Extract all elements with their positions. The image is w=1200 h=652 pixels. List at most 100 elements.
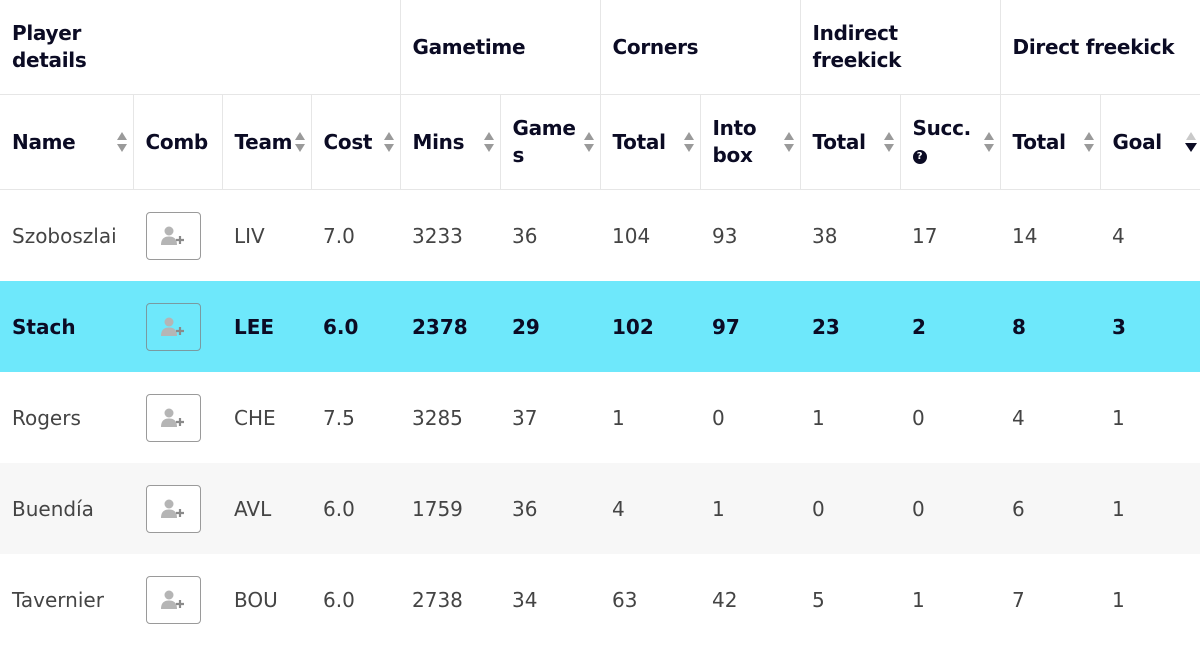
sort-arrows-icon[interactable] <box>1083 131 1095 153</box>
player-name[interactable]: Buendía <box>0 463 133 554</box>
games-cell: 36 <box>512 223 538 248</box>
succ-cell: 1 <box>912 587 925 612</box>
cost-cell: 7.0 <box>323 223 355 248</box>
col-cost-label: Cost <box>323 129 373 154</box>
add-to-comb-button[interactable] <box>146 484 201 533</box>
succ-cell: 2 <box>900 281 1001 372</box>
cost-cell: 6.0 <box>311 463 400 554</box>
corners-total-cell: 63 <box>612 587 638 612</box>
mins-cell: 3233 <box>412 223 463 248</box>
col-into-box-label-line1: Into <box>712 116 757 140</box>
corners-total-cell: 1 <box>612 405 625 430</box>
col-name[interactable]: Name <box>0 94 133 190</box>
ifk-total-cell: 1 <box>812 405 825 430</box>
comb-cell <box>133 554 222 645</box>
table-row[interactable]: Szoboszlai LIV 7.0 3233 36 104 93 38 17 … <box>0 190 1200 282</box>
col-into-box[interactable]: Into box <box>699 94 801 190</box>
goal-cell: 3 <box>1100 281 1200 372</box>
table-row[interactable]: Stach LEE 6.0 2378 29 102 97 23 2 8 3 <box>0 281 1200 372</box>
ifk-total-cell: 0 <box>800 463 901 554</box>
col-ifk-total-label: Total <box>812 129 866 154</box>
col-corners-total-label: Total <box>612 129 666 154</box>
col-corners-total[interactable]: Total <box>599 94 700 190</box>
sort-arrows-icon[interactable] <box>116 131 128 153</box>
dfk-total-cell: 4 <box>1012 405 1025 430</box>
mins-cell: 1759 <box>400 463 500 554</box>
games-cell: 29 <box>500 281 600 372</box>
sort-arrows-icon[interactable] <box>483 131 495 153</box>
mins-cell: 2378 <box>400 281 500 372</box>
player-name[interactable]: Stach <box>0 281 133 372</box>
succ-cell: 0 <box>900 463 1001 554</box>
cost-cell: 6.0 <box>323 587 355 612</box>
table-row[interactable]: Buendía AVL 6.0 1759 36 4 1 0 0 6 1 <box>0 463 1200 554</box>
help-icon[interactable]: ? <box>912 149 927 164</box>
col-games-label-line1: Game <box>512 116 576 140</box>
col-goal[interactable]: Goal <box>1099 94 1200 190</box>
games-cell: 34 <box>512 587 538 612</box>
col-dfk-total-label: Total <box>1012 129 1066 154</box>
col-succ-label: Succ. <box>912 116 972 140</box>
dfk-total-cell: 14 <box>1012 223 1038 248</box>
into-box-cell: 1 <box>700 463 801 554</box>
player-name[interactable]: Tavernier <box>12 587 104 612</box>
col-goal-label: Goal <box>1112 129 1163 154</box>
add-user-icon <box>160 499 184 518</box>
col-dfk-total[interactable]: Total <box>999 94 1101 190</box>
sort-arrows-icon[interactable] <box>294 131 306 153</box>
sort-arrows-icon[interactable] <box>683 131 695 153</box>
dfk-total-cell: 8 <box>1000 281 1101 372</box>
into-box-cell: 0 <box>712 405 725 430</box>
ifk-total-cell: 23 <box>800 281 901 372</box>
group-indirect-freekick: Indirect freekick <box>799 0 1001 95</box>
goal-cell: 4 <box>1112 223 1125 248</box>
col-comb-label: Comb <box>145 129 209 154</box>
add-to-comb-button[interactable] <box>146 575 201 624</box>
col-team[interactable]: Team <box>221 94 311 190</box>
sort-desc-icon[interactable] <box>1185 131 1198 153</box>
dfk-total-cell: 7 <box>1012 587 1025 612</box>
team-cell: CHE <box>234 405 276 430</box>
col-into-box-label-line2: box <box>712 143 753 167</box>
into-box-cell: 42 <box>712 587 738 612</box>
col-comb: Comb <box>132 94 222 190</box>
add-to-comb-button[interactable] <box>146 302 201 351</box>
col-mins[interactable]: Mins <box>399 94 500 190</box>
comb-cell <box>133 463 222 554</box>
team-cell: AVL <box>222 463 311 554</box>
add-to-comb-button[interactable] <box>146 393 201 442</box>
col-games[interactable]: Game s <box>499 94 600 190</box>
corners-total-cell: 104 <box>612 223 651 248</box>
add-user-icon <box>160 590 184 609</box>
games-cell: 36 <box>500 463 600 554</box>
sort-arrows-icon[interactable] <box>883 131 895 153</box>
add-to-comb-button[interactable] <box>146 211 201 260</box>
col-team-label: Team <box>234 129 293 154</box>
col-name-label: Name <box>12 129 76 154</box>
games-cell: 37 <box>512 405 538 430</box>
team-cell: BOU <box>234 587 278 612</box>
player-name[interactable]: Szoboszlai <box>12 223 117 248</box>
col-ifk-total[interactable]: Total <box>799 94 901 190</box>
sort-arrows-icon[interactable] <box>983 131 995 153</box>
sort-arrows-icon[interactable] <box>383 131 395 153</box>
player-name[interactable]: Rogers <box>12 405 81 430</box>
cost-cell: 6.0 <box>311 281 400 372</box>
team-cell: LIV <box>234 223 265 248</box>
sort-arrows-icon[interactable] <box>783 131 795 153</box>
group-direct-freekick: Direct freekick <box>999 0 1200 95</box>
col-games-label-line2: s <box>512 143 525 167</box>
goal-cell: 1 <box>1100 463 1200 554</box>
comb-cell <box>133 372 222 463</box>
add-user-icon <box>160 226 184 245</box>
into-box-cell: 97 <box>700 281 801 372</box>
sort-arrows-icon[interactable] <box>583 131 595 153</box>
col-succ[interactable]: Succ.? <box>899 94 1001 190</box>
col-cost[interactable]: Cost <box>310 94 400 190</box>
comb-cell <box>133 281 222 372</box>
ifk-total-cell: 5 <box>812 587 825 612</box>
table-row[interactable]: Rogers CHE 7.5 3285 37 1 0 1 0 4 1 <box>0 372 1200 463</box>
table-row[interactable]: Tavernier BOU 6.0 2738 34 63 42 5 1 7 1 <box>0 554 1200 645</box>
ifk-total-cell: 38 <box>812 223 838 248</box>
